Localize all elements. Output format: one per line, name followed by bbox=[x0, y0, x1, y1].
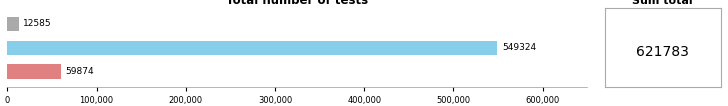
Bar bbox=[7, 41, 497, 55]
Text: 549324: 549324 bbox=[502, 43, 536, 52]
Title: Total number of tests: Total number of tests bbox=[226, 0, 368, 7]
Bar bbox=[7, 17, 18, 31]
Bar bbox=[7, 64, 60, 79]
Text: 12585: 12585 bbox=[23, 19, 52, 28]
Text: 59874: 59874 bbox=[66, 67, 94, 76]
Text: 621783: 621783 bbox=[636, 45, 689, 59]
Title: Sum total: Sum total bbox=[633, 0, 693, 6]
